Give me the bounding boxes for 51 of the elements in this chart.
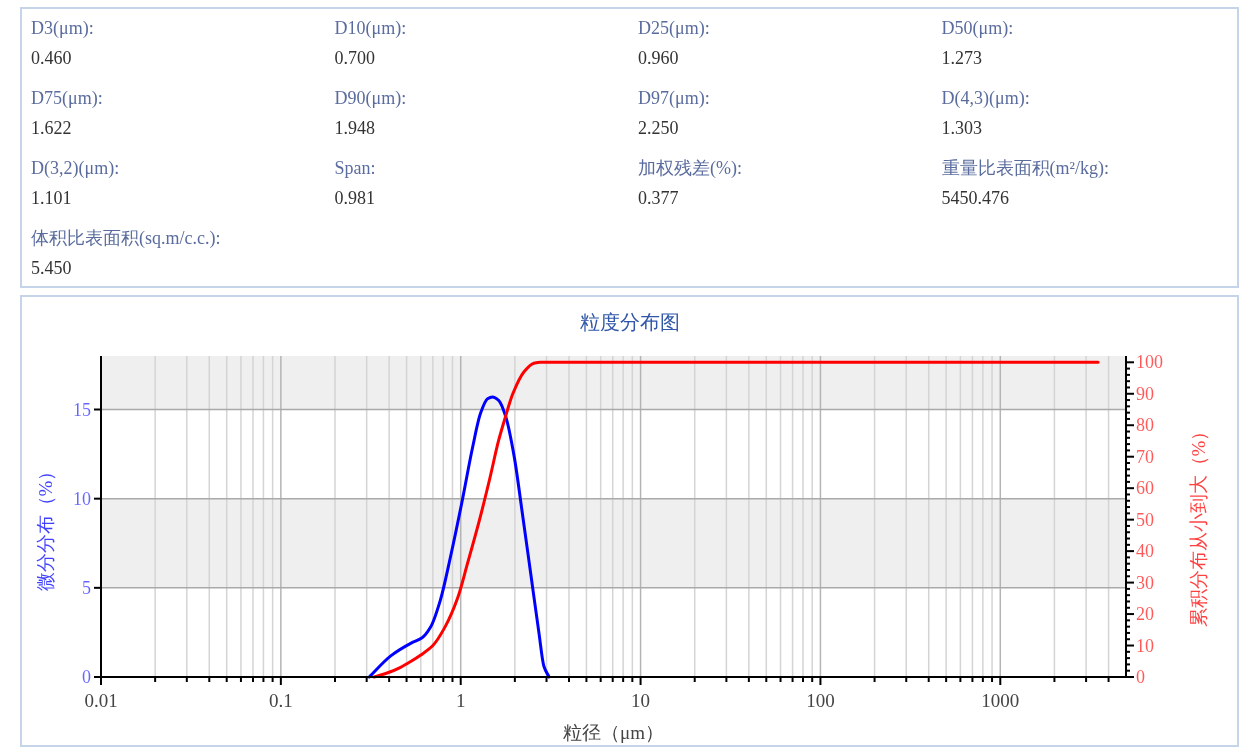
label: D75(μm): (31, 88, 103, 108)
x-axis-title: 粒径（μm） (563, 722, 664, 743)
value: 0.700 (334, 48, 375, 68)
y2-tick-label: 70 (1136, 446, 1154, 467)
value: 1.622 (31, 118, 72, 138)
x-tick-label: 0.01 (84, 690, 118, 711)
value: 0.981 (334, 188, 375, 208)
y-tick-label: 5 (82, 577, 91, 598)
y-axis-title: 微分分布（%） (35, 461, 56, 592)
y2-tick-label: 10 (1136, 635, 1154, 656)
label: 体积比表面积(sq.m/c.c.): (31, 228, 221, 248)
label: D90(μm): (334, 88, 407, 108)
x-tick-label: 100 (806, 690, 835, 711)
y2-tick-label: 20 (1136, 604, 1154, 625)
value: 0.460 (31, 48, 72, 68)
y2-tick-label: 40 (1136, 541, 1154, 562)
label: D50(μm): (941, 18, 1014, 38)
label: 重量比表面积(m²/kg): (941, 158, 1109, 178)
chart-title: 粒度分布图 (579, 311, 680, 333)
value: 1.948 (334, 118, 375, 138)
value: 1.303 (941, 118, 982, 138)
y2-tick-label: 0 (1136, 667, 1145, 687)
y-tick-label: 0 (82, 667, 91, 687)
y2-tick-label: 60 (1136, 478, 1154, 499)
y2-axis-title: 累积分布从小到大（%） (1188, 421, 1209, 628)
x-tick-label: 10 (631, 690, 651, 711)
value: 0.377 (638, 188, 679, 208)
x-tick-label: 0.1 (268, 690, 293, 711)
value: 5.450 (31, 258, 72, 278)
y2-tick-label: 80 (1136, 415, 1154, 436)
y-tick-label: 15 (73, 399, 91, 420)
label: 加权残差(%): (638, 158, 742, 178)
y2-tick-label: 100 (1136, 352, 1163, 373)
x-tick-label: 1000 (981, 690, 1020, 711)
label: D10(μm): (334, 18, 407, 38)
label: D25(μm): (638, 18, 710, 38)
y2-tick-label: 50 (1136, 509, 1154, 530)
value: 2.250 (638, 118, 679, 138)
label: Span: (334, 158, 376, 178)
value: 1.101 (31, 188, 72, 208)
value: 1.273 (941, 48, 982, 68)
y2-tick-label: 30 (1136, 572, 1154, 593)
value: 0.960 (638, 48, 679, 68)
y-tick-label: 10 (73, 488, 91, 509)
y2-tick-label: 90 (1136, 383, 1154, 404)
label: D3(μm): (31, 18, 94, 38)
label: D(4,3)(μm): (941, 88, 1030, 108)
value: 5450.476 (941, 188, 1009, 208)
label: D97(μm): (638, 88, 710, 108)
x-tick-label: 1 (455, 690, 466, 711)
label: D(3,2)(μm): (31, 158, 120, 178)
